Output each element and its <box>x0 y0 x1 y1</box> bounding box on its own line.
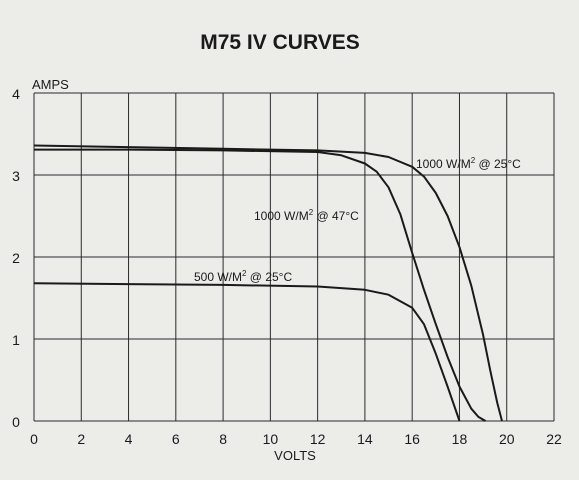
x-tick-label: 12 <box>310 431 326 447</box>
y-tick-label: 0 <box>12 414 20 430</box>
series-line-2 <box>33 282 461 422</box>
x-tick-label: 8 <box>219 431 227 447</box>
x-axis-ticks: 0 2 4 6 8 10 12 14 16 18 20 22 <box>30 431 562 447</box>
series-label-2: 500 W/M2 @ 25°C <box>194 269 292 284</box>
series-label-text: @ 25°C <box>475 157 521 171</box>
x-tick-label: 10 <box>263 431 279 447</box>
series-label-text: 500 W/M <box>194 270 242 284</box>
x-tick-label: 0 <box>30 431 38 447</box>
x-tick-label: 16 <box>404 431 420 447</box>
series-layer <box>33 144 503 422</box>
x-tick-label: 2 <box>77 431 85 447</box>
series-label-text: 1000 W/M <box>416 157 471 171</box>
series-label-text: @ 25°C <box>246 270 292 284</box>
y-axis-label: AMPS <box>32 77 69 92</box>
y-tick-label: 4 <box>12 86 20 102</box>
y-tick-label: 2 <box>12 250 20 266</box>
series-label-text: @ 47°C <box>313 209 359 223</box>
x-axis-label: VOLTS <box>274 448 316 463</box>
series-label-sup: 2 <box>471 156 476 165</box>
x-tick-label: 20 <box>499 431 515 447</box>
y-axis-ticks: 0 1 2 3 4 <box>12 86 20 430</box>
series-label-sup: 2 <box>242 269 247 278</box>
x-tick-label: 18 <box>452 431 468 447</box>
series-label-text: 1000 W/M <box>254 209 309 223</box>
series-label-0: 1000 W/M2 @ 25°C <box>416 156 521 171</box>
y-tick-label: 1 <box>12 332 20 348</box>
chart-title: M75 IV CURVES <box>200 31 360 54</box>
series-line-1 <box>34 148 487 422</box>
x-tick-label: 4 <box>125 431 133 447</box>
y-tick-label: 3 <box>12 168 20 184</box>
series-label-sup: 2 <box>309 208 314 217</box>
x-tick-label: 6 <box>172 431 180 447</box>
x-tick-label: 14 <box>357 431 373 447</box>
plot-grid <box>33 92 555 422</box>
series-label-1: 1000 W/M2 @ 47°C <box>254 208 359 223</box>
series-line-0 <box>33 144 503 422</box>
x-tick-label: 22 <box>546 431 562 447</box>
